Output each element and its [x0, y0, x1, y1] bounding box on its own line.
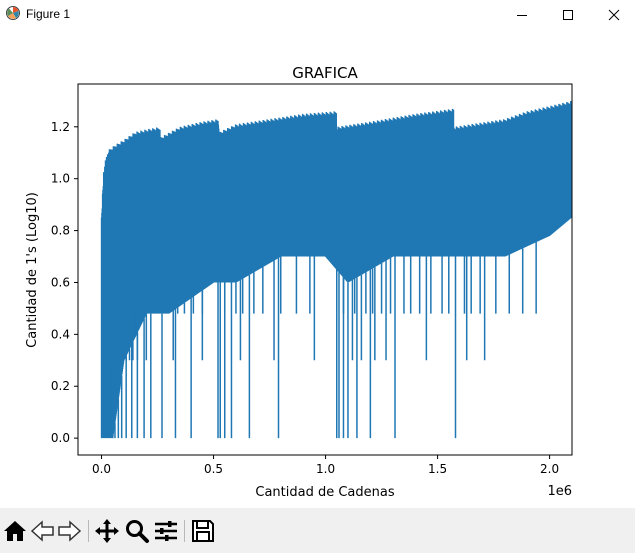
minimize-icon	[517, 15, 527, 16]
toolbar-separator	[184, 520, 185, 542]
x-tick-label: 0.5	[204, 462, 223, 476]
y-tick-label: 0.6	[51, 275, 70, 289]
back-icon	[30, 520, 54, 542]
x-axis-offset-label: 1e6	[547, 484, 572, 499]
x-tick-label: 0.0	[92, 462, 111, 476]
x-axis: 0.0 0.5 1.0 1.5 2.0	[92, 455, 559, 476]
zoom-icon	[126, 520, 149, 543]
navigation-toolbar	[0, 508, 635, 553]
toolbar-separator	[88, 520, 89, 542]
pan-button[interactable]	[94, 518, 120, 544]
x-tick-label: 1.5	[428, 462, 447, 476]
zoom-button[interactable]	[124, 518, 150, 544]
close-button[interactable]	[591, 0, 635, 30]
y-axis-label: Cantidad de 1's (Log10)	[25, 192, 40, 348]
window-title: Figure 1	[26, 7, 71, 21]
back-button[interactable]	[30, 518, 56, 544]
home-button[interactable]	[2, 518, 28, 544]
y-tick-label: 0.2	[51, 379, 70, 393]
chart: GRAFICA 0.0 0.5 1.0 1.5 2.0 0.0 0.2 0.4 0.6 0.8 1…	[25, 64, 573, 500]
y-tick-label: 1.2	[51, 120, 70, 134]
save-icon	[192, 520, 214, 542]
matplotlib-figure-icon	[5, 5, 21, 21]
y-axis: 0.0 0.2 0.4 0.6 0.8 1.0 1.2	[51, 120, 78, 445]
subplots-button[interactable]	[153, 518, 179, 544]
forward-button[interactable]	[56, 518, 82, 544]
y-tick-label: 1.0	[51, 172, 70, 186]
minimize-button[interactable]	[499, 0, 545, 30]
figure-canvas[interactable]: GRAFICA 0.0 0.5 1.0 1.5 2.0 0.0 0.2 0.4 0.6 0.8 1…	[0, 30, 635, 508]
y-tick-label: 0.4	[51, 327, 70, 341]
x-tick-label: 1.0	[316, 462, 335, 476]
title-bar[interactable]: Figure 1	[0, 0, 635, 30]
series-spikes-zero	[114, 256, 457, 439]
y-tick-label: 0.0	[51, 431, 70, 445]
forward-icon	[58, 520, 82, 542]
subplots-icon	[155, 521, 177, 541]
x-tick-label: 2.0	[540, 462, 559, 476]
x-axis-label: Cantidad de Cadenas	[255, 485, 394, 500]
chart-title: GRAFICA	[292, 64, 358, 82]
close-icon	[608, 9, 620, 21]
y-tick-label: 0.8	[51, 224, 70, 238]
maximize-icon	[563, 10, 573, 20]
pan-icon	[95, 519, 119, 543]
plot-area	[100, 101, 572, 439]
maximize-button[interactable]	[545, 0, 591, 30]
series-line-body	[100, 101, 572, 439]
home-icon	[4, 521, 26, 541]
save-button[interactable]	[190, 518, 216, 544]
axes-frame	[77, 83, 573, 456]
